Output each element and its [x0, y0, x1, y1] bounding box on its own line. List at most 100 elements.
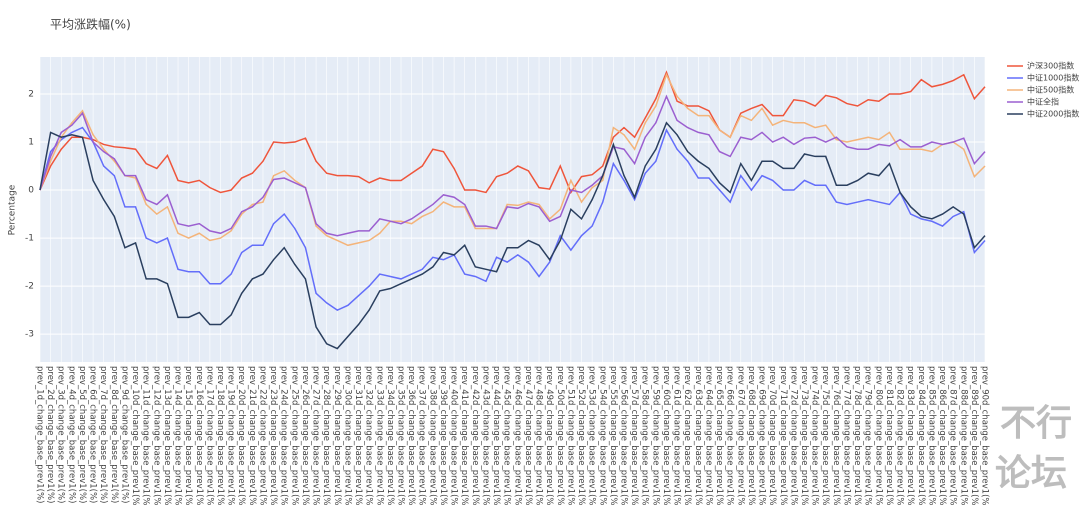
x-tick-label: prev_25d_change_base_prev1(%): [289, 366, 299, 505]
x-tick-label: prev_60d_change_base_prev1(%): [661, 366, 671, 505]
x-tick-label: prev_85d_change_base_prev1(%): [926, 366, 936, 505]
x-tick-label: prev_13d_change_base_prev1(%): [162, 366, 172, 505]
x-tick-label: prev_70d_change_base_prev1(%): [767, 366, 777, 505]
x-tick-label: prev_63d_change_base_prev1(%): [693, 366, 703, 505]
watermark-text: 不行: [1000, 403, 1072, 444]
x-tick-label: prev_20d_change_base_prev1(%): [236, 366, 246, 505]
y-tick-label: -3: [25, 330, 34, 340]
y-tick-label: 1: [28, 138, 34, 148]
x-tick-label: prev_32d_change_base_prev1(%): [364, 366, 374, 505]
y-tick-label: 0: [28, 186, 34, 196]
x-tick-label: prev_27d_change_base_prev1(%): [311, 366, 321, 505]
x-tick-label: prev_38d_change_base_prev1(%): [427, 366, 437, 505]
x-tick-label: prev_40d_change_base_prev1(%): [449, 366, 459, 505]
x-tick-label: prev_6d_change_base_prev1(%): [88, 366, 98, 503]
x-tick-label: prev_14d_change_base_prev1(%): [173, 366, 183, 505]
x-tick-label: prev_22d_change_base_prev1(%): [257, 366, 267, 505]
x-tick-label: prev_75d_change_base_prev1(%): [820, 366, 830, 505]
x-tick-label: prev_56d_change_base_prev1(%): [618, 366, 628, 505]
watermark-text: 论坛: [995, 453, 1067, 494]
x-tick-label: prev_42d_change_base_prev1(%): [470, 366, 480, 505]
x-tick-label: prev_41d_change_base_prev1(%): [459, 366, 469, 505]
x-tick-label: prev_71d_change_base_prev1(%): [778, 366, 788, 505]
x-tick-label: prev_24d_change_base_prev1(%): [279, 366, 289, 505]
x-tick-label: prev_82d_change_base_prev1(%): [895, 366, 905, 505]
x-tick-label: prev_89d_change_base_prev1(%): [969, 366, 979, 505]
x-tick-label: prev_5d_change_base_prev1(%): [77, 366, 87, 503]
x-tick-label: prev_64d_change_base_prev1(%): [703, 366, 713, 505]
x-tick-label: prev_51d_change_base_prev1(%): [565, 366, 575, 505]
x-tick-label: prev_19d_change_base_prev1(%): [226, 366, 236, 505]
x-tick-label: prev_66d_change_base_prev1(%): [725, 366, 735, 505]
x-tick-label: prev_1d_change_base_prev1(%): [35, 366, 45, 503]
x-tick-label: prev_18d_change_base_prev1(%): [215, 366, 225, 505]
x-tick-label: prev_79d_change_base_prev1(%): [863, 366, 873, 505]
plot-area: [40, 57, 985, 362]
x-tick-label: prev_67d_change_base_prev1(%): [735, 366, 745, 505]
x-tick-label: prev_28d_change_base_prev1(%): [321, 366, 331, 505]
x-tick-label: prev_33d_change_base_prev1(%): [374, 366, 384, 505]
x-tick-label: prev_47d_change_base_prev1(%): [523, 366, 533, 505]
x-tick-label: prev_2d_change_base_prev1(%): [45, 366, 55, 503]
x-tick-label: prev_34d_change_base_prev1(%): [385, 366, 395, 505]
x-tick-label: prev_17d_change_base_prev1(%): [204, 366, 214, 505]
x-tick-label: prev_45d_change_base_prev1(%): [502, 366, 512, 505]
x-tick-label: prev_81d_change_base_prev1(%): [884, 366, 894, 505]
y-tick-label: -2: [25, 282, 34, 292]
x-tick-label: prev_36d_change_base_prev1(%): [406, 366, 416, 505]
y-axis-label: Percentage: [8, 184, 18, 235]
legend-label: 中证全指: [1027, 97, 1059, 107]
x-tick-label: prev_77d_change_base_prev1(%): [841, 366, 851, 505]
x-tick-label: prev_52d_change_base_prev1(%): [576, 366, 586, 505]
y-tick-label: -1: [25, 234, 34, 244]
x-tick-label: prev_7d_change_base_prev1(%): [98, 366, 108, 503]
x-tick-label: prev_31d_change_base_prev1(%): [353, 366, 363, 505]
legend-label: 中证500指数: [1027, 85, 1074, 95]
x-tick-label: prev_11d_change_base_prev1(%): [141, 366, 151, 505]
x-tick-label: prev_43d_change_base_prev1(%): [480, 366, 490, 505]
line-series: [39, 121, 986, 350]
x-tick-label: prev_62d_change_base_prev1(%): [682, 366, 692, 505]
x-tick-label: prev_12d_change_base_prev1(%): [151, 366, 161, 505]
x-tick-label: prev_16d_change_base_prev1(%): [194, 366, 204, 505]
x-tick-label: prev_87d_change_base_prev1(%): [948, 366, 958, 505]
legend-label: 沪深300指数: [1027, 61, 1074, 71]
x-tick-label: prev_9d_change_base_prev1(%): [119, 366, 129, 503]
x-tick-label: prev_46d_change_base_prev1(%): [512, 366, 522, 505]
x-tick-label: prev_55d_change_base_prev1(%): [608, 366, 618, 505]
x-tick-label: prev_15d_change_base_prev1(%): [183, 366, 193, 505]
x-tick-label: prev_72d_change_base_prev1(%): [788, 366, 798, 505]
lines: [39, 70, 986, 350]
x-tick-label: prev_78d_change_base_prev1(%): [852, 366, 862, 505]
legend-label: 中证1000指数: [1027, 73, 1079, 83]
x-tick-label: prev_74d_change_base_prev1(%): [810, 366, 820, 505]
x-tick-label: prev_61d_change_base_prev1(%): [672, 366, 682, 505]
x-tick-label: prev_88d_change_base_prev1(%): [958, 366, 968, 505]
x-tick-label: prev_8d_change_base_prev1(%): [109, 366, 119, 503]
x-tick-label: prev_86d_change_base_prev1(%): [937, 366, 947, 505]
x-tick-label: prev_90d_change_base_prev1(%): [980, 366, 990, 505]
x-tick-label: prev_84d_change_base_prev1(%): [916, 366, 926, 505]
x-tick-label: prev_44d_change_base_prev1(%): [491, 366, 501, 505]
x-tick-label: prev_49d_change_base_prev1(%): [544, 366, 554, 505]
x-tick-label: prev_29d_change_base_prev1(%): [332, 366, 342, 505]
x-tick-label: prev_68d_change_base_prev1(%): [746, 366, 756, 505]
x-tick-label: prev_73d_change_base_prev1(%): [799, 366, 809, 505]
y-tick-label: 2: [28, 89, 34, 99]
x-tick-label: prev_37d_change_base_prev1(%): [417, 366, 427, 505]
x-tick-label: prev_50d_change_base_prev1(%): [555, 366, 565, 505]
watermark: 不行 论坛: [995, 403, 1072, 494]
x-tick-label: prev_48d_change_base_prev1(%): [534, 366, 544, 505]
x-tick-label: prev_58d_change_base_prev1(%): [640, 366, 650, 505]
legend-label: 中证2000指数: [1027, 109, 1079, 119]
line-series: [39, 70, 986, 195]
x-tick-label: prev_57d_change_base_prev1(%): [629, 366, 639, 505]
x-tick-label: prev_35d_change_base_prev1(%): [396, 366, 406, 505]
chart-title: 平均涨跌幅(%): [50, 17, 131, 32]
x-tick-label: prev_54d_change_base_prev1(%): [597, 366, 607, 505]
x-tick-label: prev_39d_change_base_prev1(%): [438, 366, 448, 505]
x-tick-label: prev_65d_change_base_prev1(%): [714, 366, 724, 505]
x-tick-label: prev_10d_change_base_prev1(%): [130, 366, 140, 505]
